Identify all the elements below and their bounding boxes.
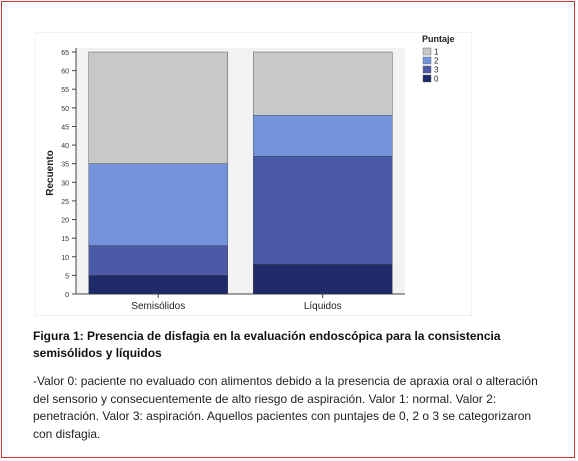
y-tick-label: 25 — [61, 199, 69, 206]
legend-label-0: 0 — [434, 75, 439, 84]
bar-segment-3 — [253, 156, 393, 265]
stacked-bar-chart: 05101520253035404550556065RecuentoSemisó… — [35, 32, 472, 316]
legend-swatch-1 — [422, 47, 432, 56]
legend-swatch-3 — [422, 65, 432, 74]
figure-note: -Valor 0: paciente no evaluado con alime… — [33, 374, 538, 441]
bar-segment-1 — [253, 51, 393, 116]
y-axis-label: Recuento — [45, 150, 56, 196]
x-tick-label: Líquidos — [304, 301, 342, 312]
bar-segment-3 — [88, 245, 228, 276]
y-tick-label: 40 — [61, 143, 69, 150]
y-tick-label: 45 — [61, 124, 69, 131]
y-tick-label: 20 — [61, 218, 69, 225]
y-tick-label: 65 — [61, 50, 69, 57]
y-tick-label: 10 — [61, 255, 69, 262]
y-tick-label: 30 — [61, 180, 69, 187]
chart-container: 0 5 10 15 20 25 30 35 40 45 50 55 60 65 Recuento Semisó… — [35, 32, 472, 316]
y-tick-label: 55 — [61, 87, 69, 94]
bar-segment-2 — [88, 163, 228, 246]
figure-caption: Figura 1: Presencia de disfagia en la ev… — [33, 329, 501, 360]
y-tick-label: 50 — [61, 106, 69, 113]
x-tick-label: Semisólidos — [131, 301, 185, 312]
y-tick-label: 0 — [65, 292, 69, 299]
legend-label-2: 2 — [434, 57, 439, 66]
y-tick-label: 60 — [61, 69, 69, 76]
y-tick-label: 5 — [65, 273, 69, 280]
legend-label-1: 1 — [434, 48, 439, 57]
y-tick-label: 15 — [61, 236, 69, 243]
bar-segment-0 — [88, 275, 228, 295]
legend-swatch-2 — [422, 56, 432, 65]
y-tick-label: 35 — [61, 162, 69, 169]
legend-title: Puntaje — [422, 34, 455, 44]
legend-swatch-0 — [422, 74, 432, 83]
legend-label-3: 3 — [434, 66, 439, 75]
bar-segment-2 — [253, 115, 393, 157]
bar-segment-1 — [88, 51, 228, 164]
bar-segment-0 — [253, 264, 393, 295]
